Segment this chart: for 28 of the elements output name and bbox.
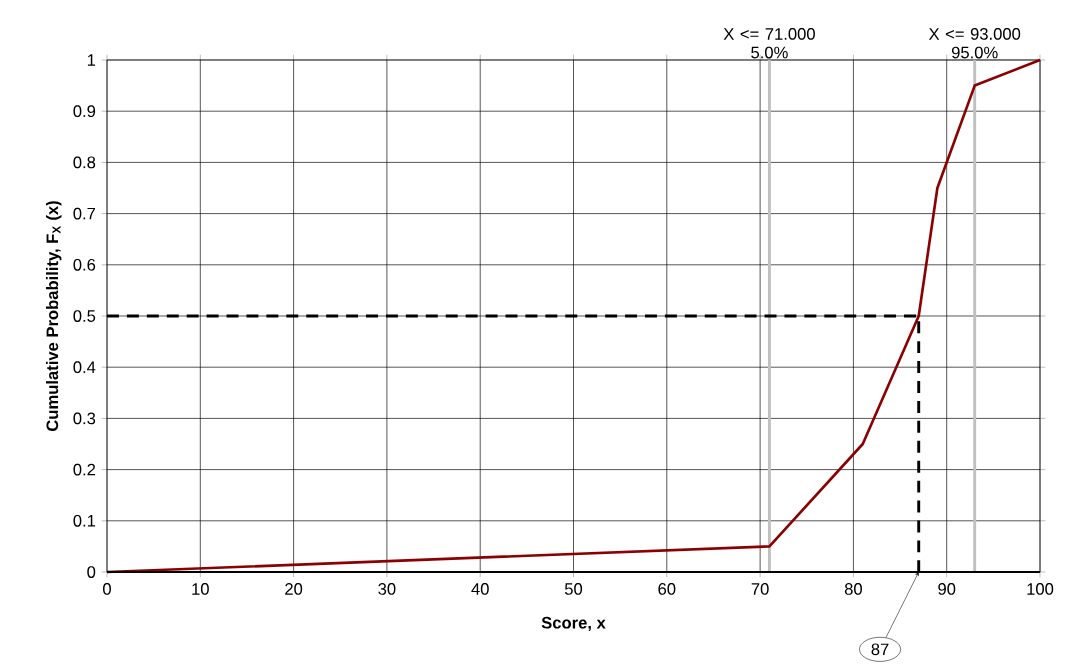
y-tick-label: 0.1: [73, 514, 96, 527]
x-tick-label: 100: [1027, 583, 1054, 595]
x-tick-label: 50: [564, 583, 583, 595]
x-tick-label: 10: [192, 583, 209, 595]
x-tick-label: 0: [103, 583, 111, 595]
x-tick-label: 60: [658, 583, 676, 595]
y-tick-label: 0.4: [73, 361, 96, 374]
x-tick-label: 90: [938, 583, 956, 595]
y-tick-label: 0.9: [73, 105, 96, 118]
y-tick-label: 0.5: [73, 310, 96, 322]
x-axis-title: Score, x: [541, 616, 606, 631]
y-tick-label: 0.2: [73, 463, 96, 476]
text: Cumulative Probability, F$_{X}$ (x): [45, 201, 62, 431]
x-tick-label: 40: [471, 583, 489, 595]
x-tick-label: 20: [285, 583, 303, 595]
y-tick-label: 0.7: [73, 207, 96, 220]
y-tick-label: 0: [87, 566, 96, 578]
y-tick-label: 0.3: [73, 412, 96, 425]
y-tick-label: 0.8: [73, 156, 96, 169]
x-tick-label: 30: [378, 583, 396, 595]
ref-line-label: X <= 71.000 5.0%: [723, 28, 815, 59]
x-tick-label: 80: [844, 583, 862, 595]
y-tick-label: 0.6: [73, 258, 96, 271]
annotation: 87: [871, 643, 889, 656]
ref-line-label: X <= 93.000 95.0%: [928, 28, 1021, 59]
line-series: [105, 58, 1042, 574]
y-tick-label: 1: [87, 54, 96, 66]
x-tick-label: 70: [751, 583, 769, 595]
